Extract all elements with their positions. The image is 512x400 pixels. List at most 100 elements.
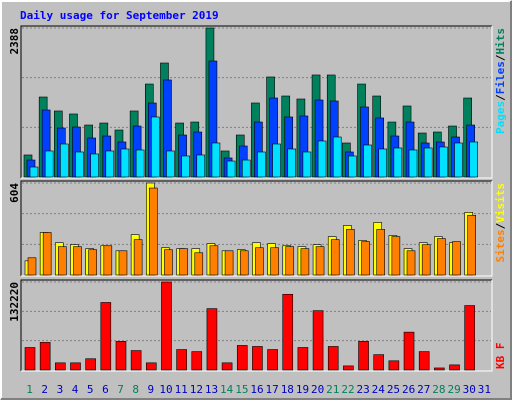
bar xyxy=(130,350,142,371)
bar xyxy=(327,346,339,371)
bar xyxy=(469,141,478,178)
bar xyxy=(118,250,128,276)
bar xyxy=(148,187,158,276)
bar xyxy=(226,160,236,178)
bar xyxy=(317,140,327,178)
x-tick-label: 25 xyxy=(387,383,400,396)
bar xyxy=(346,229,355,276)
y-tick-label: 132220 xyxy=(8,282,21,322)
bar xyxy=(315,246,325,276)
panel-bevel-dark xyxy=(20,180,492,276)
bar xyxy=(191,351,203,371)
bar xyxy=(391,236,401,276)
legend: KB F xyxy=(494,343,507,370)
y-tick-label: 604 xyxy=(8,183,21,203)
x-tick-label: 14 xyxy=(220,383,234,396)
bar xyxy=(449,364,460,371)
bar xyxy=(85,358,96,371)
bar xyxy=(302,151,312,178)
bar xyxy=(27,257,37,276)
bar xyxy=(164,249,173,276)
legend-separator: / xyxy=(494,54,507,61)
legend-separator: / xyxy=(494,222,507,229)
bar xyxy=(376,229,386,276)
bar xyxy=(418,351,430,371)
bar xyxy=(272,143,281,178)
bar xyxy=(252,346,263,371)
bar xyxy=(439,146,448,178)
bar xyxy=(39,342,51,371)
bar xyxy=(133,239,143,276)
bar xyxy=(145,362,157,371)
x-tick-label: 23 xyxy=(357,383,370,396)
bar xyxy=(363,144,372,178)
bar xyxy=(100,302,112,371)
x-tick-label: 1 xyxy=(26,383,33,396)
x-tick-label: 17 xyxy=(266,383,279,396)
bar xyxy=(361,241,370,276)
bar xyxy=(423,147,433,178)
bar xyxy=(464,305,475,371)
bar xyxy=(236,345,248,371)
bar xyxy=(330,239,340,276)
bar xyxy=(285,246,295,276)
legend-entry: Hits xyxy=(494,28,507,55)
bar xyxy=(454,142,463,178)
bar xyxy=(44,150,54,178)
panel-bevel-light xyxy=(21,181,493,277)
bar xyxy=(115,341,127,371)
bar xyxy=(60,143,69,178)
bar xyxy=(150,116,160,178)
bar xyxy=(88,249,97,276)
bar xyxy=(257,151,266,178)
legend-entry: Visits xyxy=(494,183,507,223)
bar xyxy=(452,241,461,276)
bar xyxy=(194,252,204,276)
bar xyxy=(196,154,206,178)
bar xyxy=(358,341,369,371)
x-tick-label: 4 xyxy=(72,383,79,396)
bar xyxy=(393,147,403,178)
bar xyxy=(312,310,324,371)
x-tick-label: 6 xyxy=(102,383,109,396)
legend-entry: Sites xyxy=(494,229,507,262)
x-tick-label: 28 xyxy=(432,383,445,396)
x-tick-label: 13 xyxy=(205,383,218,396)
bar xyxy=(73,246,82,276)
x-tick-label: 10 xyxy=(159,383,172,396)
x-tick-label: 24 xyxy=(372,383,386,396)
x-tick-label: 9 xyxy=(148,383,155,396)
bar xyxy=(90,153,99,178)
bar xyxy=(282,293,294,371)
bar xyxy=(161,281,172,371)
bar xyxy=(181,155,190,178)
x-tick-label: 21 xyxy=(326,383,339,396)
bar xyxy=(135,149,145,178)
panel-bevel-dark xyxy=(20,279,492,371)
bar xyxy=(221,362,233,371)
x-tick-label: 30 xyxy=(463,383,476,396)
y-tick-label: 2388 xyxy=(8,28,21,55)
bar xyxy=(241,159,251,178)
bar xyxy=(373,354,385,371)
bar xyxy=(467,214,476,276)
x-tick-label: 8 xyxy=(132,383,139,396)
chart-title: Daily usage for September 2019 xyxy=(20,9,219,22)
bar xyxy=(239,250,249,276)
x-tick-label: 18 xyxy=(281,383,294,396)
bar xyxy=(388,360,400,371)
bar xyxy=(105,150,115,178)
bar xyxy=(406,250,416,276)
bar xyxy=(58,246,67,276)
bar xyxy=(300,248,310,276)
bar xyxy=(332,136,342,178)
x-tick-label: 26 xyxy=(402,383,415,396)
legend-entry: Pages xyxy=(494,101,507,134)
bar xyxy=(24,347,36,371)
panel-bevel-light xyxy=(21,280,493,372)
bar xyxy=(270,247,279,276)
bar xyxy=(42,232,52,276)
